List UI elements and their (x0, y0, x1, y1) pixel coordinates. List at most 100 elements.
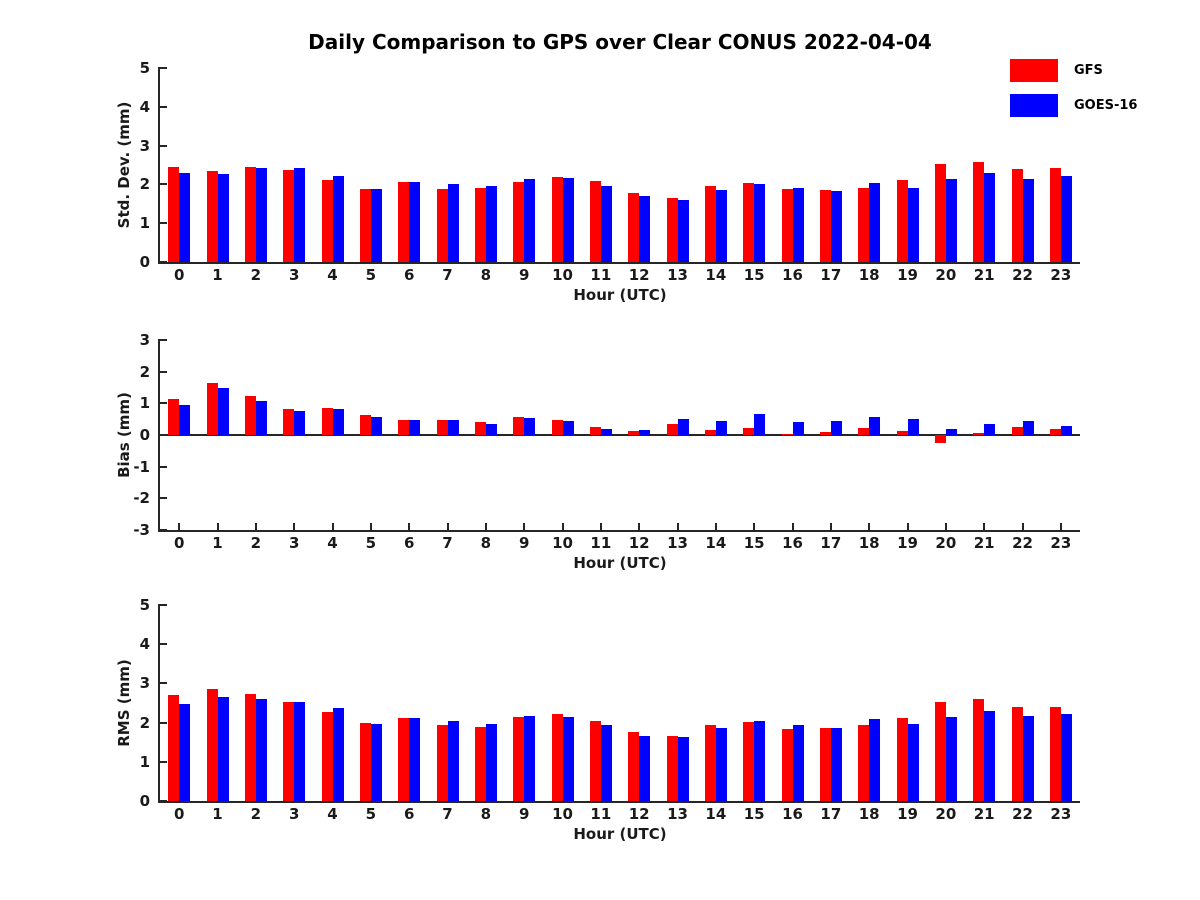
gfs-bar (436, 420, 448, 435)
goes-16-bar (409, 181, 421, 262)
x-tick-label: 2 (250, 805, 262, 823)
gfs-bar (398, 181, 410, 262)
x-tick-mark (216, 523, 219, 530)
gfs-bar (858, 428, 870, 435)
gfs-bar (436, 189, 448, 262)
gfs-bar (321, 711, 333, 801)
gfs-bar (474, 421, 486, 435)
x-tick-mark (293, 523, 296, 530)
x-tick-label: 11 (590, 266, 612, 284)
y-tick-label: 3 (139, 674, 150, 693)
legend-label-goes16: GOES-16 (1074, 98, 1138, 113)
x-tick-label: 13 (667, 534, 688, 552)
goes-16-bar (255, 168, 267, 262)
x-tick-label: 6 (403, 534, 415, 552)
y-tick-mark (160, 643, 167, 646)
goes-16-bar (907, 187, 919, 262)
goes-16-bar (1022, 716, 1034, 801)
legend-item-gfs: GFS (1010, 59, 1137, 82)
y-tick-label: 2 (139, 713, 150, 732)
y-tick-mark (160, 67, 167, 69)
y-tick-label: 0 (139, 253, 150, 271)
goes-16-bar (562, 177, 574, 262)
x-axis-line (158, 262, 1080, 264)
x-tick-label: 3 (288, 266, 300, 284)
gfs-bar (628, 731, 640, 801)
gfs-bar (589, 426, 601, 435)
x-tick-label: 16 (782, 266, 803, 284)
gfs-bar (781, 729, 793, 801)
x-tick-label: 4 (327, 805, 338, 823)
gfs-bar (1049, 706, 1061, 801)
goes-16-bar (677, 736, 689, 801)
goes-16-bar (179, 172, 191, 262)
y-tick-label: -2 (133, 489, 150, 508)
x-tick-label: 9 (518, 534, 530, 552)
stddev-x-axis-label: Hour (UTC) (573, 286, 667, 304)
goes-16-bar (754, 720, 766, 801)
y-tick-mark (160, 370, 167, 373)
x-tick-label: 8 (480, 534, 492, 552)
gfs-bar (973, 433, 985, 435)
gfs-bar (206, 689, 218, 801)
x-tick-label: 15 (743, 805, 765, 823)
gfs-bar (589, 180, 601, 262)
x-tick-mark (561, 523, 564, 530)
x-tick-label: 12 (628, 266, 650, 284)
chart-title: Daily Comparison to GPS over Clear CONUS… (308, 30, 932, 54)
gfs-bar (359, 415, 371, 435)
y-tick-label: -3 (133, 521, 150, 539)
gfs-bar (896, 717, 908, 801)
x-tick-label: 22 (1012, 266, 1033, 284)
goes-16-bar (1022, 421, 1034, 435)
gfs-bar (1011, 168, 1023, 262)
gfs-bar (321, 408, 333, 435)
gfs-bar (168, 166, 180, 262)
gfs-bar (168, 695, 180, 801)
goes-16-bar (907, 419, 919, 435)
gfs-bar (934, 164, 946, 262)
gfs-bar (513, 181, 525, 262)
gfs-bar (896, 180, 908, 262)
y-tick-mark (160, 261, 167, 263)
x-tick-label: 4 (327, 534, 338, 552)
x-tick-mark (178, 523, 181, 530)
gfs-bar (513, 717, 525, 801)
gfs-bar (474, 726, 486, 801)
y-axis-line (158, 604, 160, 803)
goes-16-bar (715, 727, 727, 801)
x-tick-mark (638, 523, 641, 530)
goes-16-bar (179, 404, 191, 435)
goes-16-bar (524, 418, 536, 435)
goes-16-bar (485, 724, 497, 801)
gfs-bar (934, 701, 946, 801)
y-tick-mark (160, 604, 167, 606)
goes-16-bar (1022, 179, 1034, 262)
x-tick-label: 8 (480, 266, 492, 284)
gfs-bar (973, 699, 985, 801)
y-tick-mark (160, 222, 167, 225)
x-tick-label: 22 (1012, 805, 1033, 823)
goes-16-bar (945, 178, 957, 262)
x-tick-label: 18 (858, 534, 880, 552)
x-tick-label: 5 (365, 266, 377, 284)
goes-16-bar (485, 423, 497, 435)
rms-x-axis-label: Hour (UTC) (573, 825, 667, 843)
gfs-bar (551, 419, 563, 435)
x-tick-label: 19 (897, 266, 918, 284)
y-tick-mark (160, 144, 167, 147)
x-tick-label: 5 (365, 534, 377, 552)
y-tick-mark (160, 434, 167, 436)
zero-line (158, 434, 1080, 436)
y-tick-mark (160, 465, 167, 468)
x-tick-label: 21 (973, 534, 995, 552)
y-tick-label: 5 (139, 59, 150, 77)
goes-16-bar (984, 423, 996, 435)
x-tick-label: 18 (858, 266, 880, 284)
goes-16-bar (294, 168, 306, 262)
gfs-bar (359, 189, 371, 262)
x-tick-label: 19 (897, 805, 918, 823)
y-tick-label: 4 (139, 97, 150, 116)
goes-16-bar (409, 717, 421, 801)
